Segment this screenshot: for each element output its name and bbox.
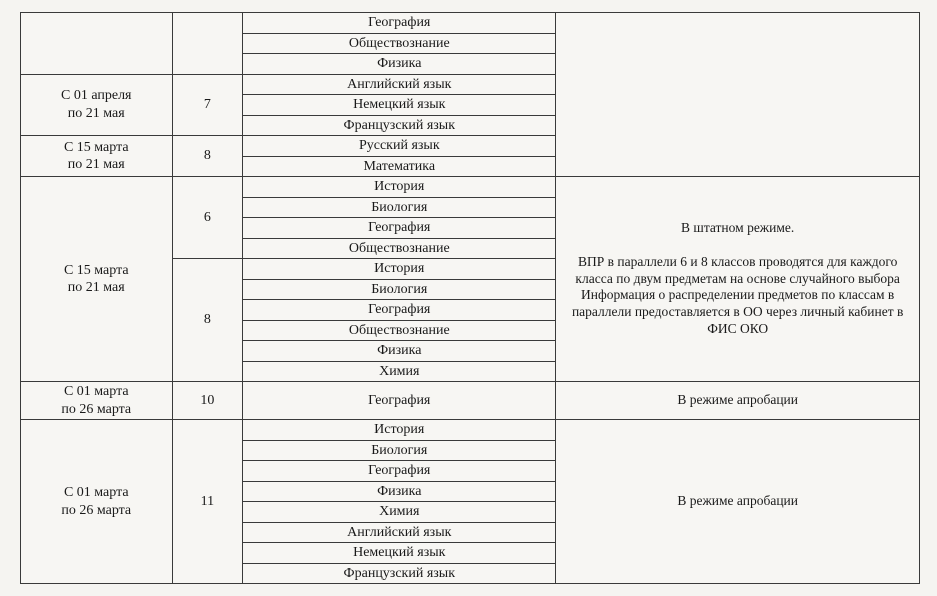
subject-cell: Физика <box>243 481 556 502</box>
subject-cell: История <box>243 177 556 198</box>
period-cell: С 01 апреля по 21 мая <box>21 74 173 136</box>
grade-cell: 8 <box>172 136 243 177</box>
subject-cell: Биология <box>243 440 556 461</box>
note-cell: В режиме апробации <box>556 382 920 420</box>
table-row: С 01 марта по 26 марта 10 География В ре… <box>21 382 920 420</box>
subject-cell: Обществознание <box>243 33 556 54</box>
subject-cell: Обществознание <box>243 238 556 259</box>
subject-cell: География <box>243 461 556 482</box>
subject-cell: Русский язык <box>243 136 556 157</box>
period-cell: С 01 марта по 26 марта <box>21 382 173 420</box>
note-cell: В штатном режиме. ВПР в параллели 6 и 8 … <box>556 177 920 382</box>
subject-cell: География <box>243 300 556 321</box>
table-row: С 01 марта по 26 марта 11 История В режи… <box>21 420 920 441</box>
period-cell <box>21 13 173 75</box>
subject-cell: История <box>243 420 556 441</box>
grade-cell: 10 <box>172 382 243 420</box>
grade-cell: 6 <box>172 177 243 259</box>
period-cell: С 15 марта по 21 мая <box>21 177 173 382</box>
subject-cell: География <box>243 382 556 420</box>
subject-cell: Обществознание <box>243 320 556 341</box>
subject-cell: География <box>243 13 556 34</box>
subject-cell: Английский язык <box>243 74 556 95</box>
subject-cell: Немецкий язык <box>243 95 556 116</box>
period-cell: С 01 марта по 26 марта <box>21 420 173 584</box>
grade-cell: 11 <box>172 420 243 584</box>
note-cell: В режиме апробации <box>556 420 920 584</box>
subject-cell: Физика <box>243 341 556 362</box>
table-row: С 15 марта по 21 мая 6 История В штатном… <box>21 177 920 198</box>
subject-cell: Немецкий язык <box>243 543 556 564</box>
subject-cell: Французский язык <box>243 563 556 584</box>
grade-cell <box>172 13 243 75</box>
subject-cell: Химия <box>243 502 556 523</box>
subject-cell: Биология <box>243 279 556 300</box>
subject-cell: Английский язык <box>243 522 556 543</box>
note-cell <box>556 13 920 177</box>
subject-cell: Математика <box>243 156 556 177</box>
schedule-page: География Обществознание Физика С 01 апр… <box>20 12 920 584</box>
grade-cell: 7 <box>172 74 243 136</box>
table-row: География <box>21 13 920 34</box>
grade-cell: 8 <box>172 259 243 382</box>
subject-cell: Физика <box>243 54 556 75</box>
subject-cell: История <box>243 259 556 280</box>
period-cell: С 15 марта по 21 мая <box>21 136 173 177</box>
schedule-tbody: География Обществознание Физика С 01 апр… <box>21 13 920 584</box>
subject-cell: Химия <box>243 361 556 382</box>
subject-cell: Биология <box>243 197 556 218</box>
schedule-table: География Обществознание Физика С 01 апр… <box>20 12 920 584</box>
subject-cell: География <box>243 218 556 239</box>
subject-cell: Французский язык <box>243 115 556 136</box>
